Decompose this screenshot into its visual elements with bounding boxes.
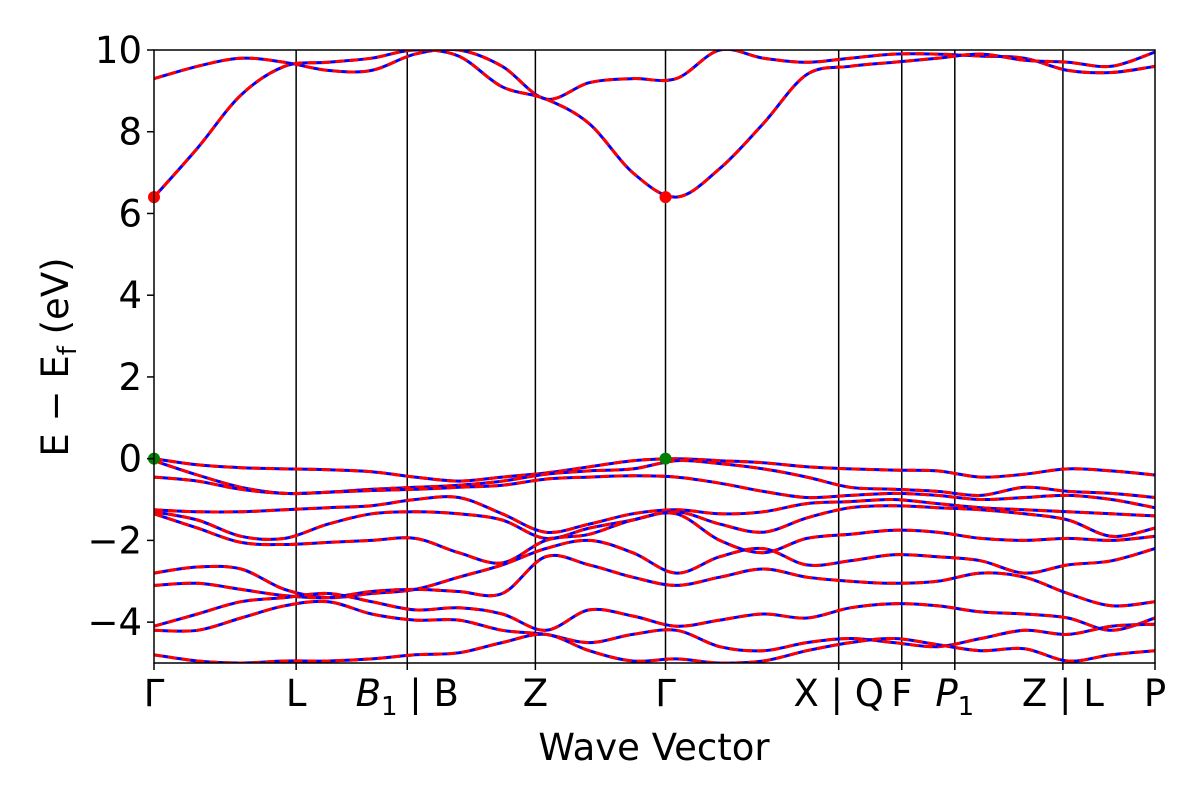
extremum-marker-1 bbox=[659, 191, 672, 204]
kpoint-label-3: Z bbox=[523, 672, 548, 715]
plot-frame bbox=[153, 49, 1156, 664]
band-line-dashed-1 bbox=[154, 50, 1155, 199]
y-axis-title-subscript: f bbox=[53, 345, 83, 355]
band-line-dashed-11 bbox=[154, 599, 1155, 653]
band-line-dashed-7 bbox=[154, 511, 1155, 565]
extremum-marker-3 bbox=[659, 452, 672, 465]
kpoint-label-6: F bbox=[891, 672, 912, 715]
y-tick-label-1: 8 bbox=[118, 111, 142, 154]
kpoint-label-1: L bbox=[286, 672, 307, 715]
y-axis-title: E − Ef (eV) bbox=[34, 257, 83, 456]
y-tick-label-3: 4 bbox=[118, 274, 142, 317]
y-tick-label-0: 10 bbox=[95, 29, 142, 72]
plot-background bbox=[154, 50, 1155, 663]
kpoint-labels: Γ L B1 | B Z Γ X | Q F P1 Z | L P bbox=[144, 663, 1166, 722]
band-line-dashed-6 bbox=[154, 504, 1155, 541]
y-tick-label-7: −4 bbox=[87, 601, 142, 644]
band-line-dashed-0 bbox=[154, 50, 1155, 101]
kpoint-label-5: X | Q bbox=[793, 672, 883, 715]
band-line-dashed-10 bbox=[154, 591, 1155, 632]
y-ticks: 10 8 6 4 2 0 −2 −4 bbox=[87, 29, 154, 644]
band-line-dashed-9 bbox=[154, 554, 1155, 608]
kpoint-label-8: Z | L bbox=[1022, 672, 1104, 715]
y-tick-label-4: 2 bbox=[118, 356, 142, 399]
y-tick-label-2: 6 bbox=[118, 192, 142, 235]
kpoint-lines bbox=[295, 50, 1064, 663]
band-line-dashed-4 bbox=[154, 474, 1155, 510]
kpoint-label-0: Γ bbox=[144, 672, 165, 715]
extrema-markers bbox=[148, 191, 672, 465]
y-tick-label-6: −2 bbox=[87, 519, 142, 562]
bands bbox=[154, 50, 1155, 663]
y-tick-label-5: 0 bbox=[118, 438, 142, 481]
band-line-dashed-5 bbox=[154, 495, 1155, 534]
kpoint-label-4: Γ bbox=[655, 672, 676, 715]
kpoint-label-7: P1 bbox=[935, 672, 974, 722]
x-axis-title: Wave Vector bbox=[538, 726, 770, 769]
band-line-dashed-12 bbox=[154, 632, 1155, 663]
band-line-dashed-2 bbox=[154, 457, 1155, 483]
kpoint-label-9: P bbox=[1144, 672, 1166, 715]
kpoint-label-2: B1 | B bbox=[356, 672, 459, 722]
